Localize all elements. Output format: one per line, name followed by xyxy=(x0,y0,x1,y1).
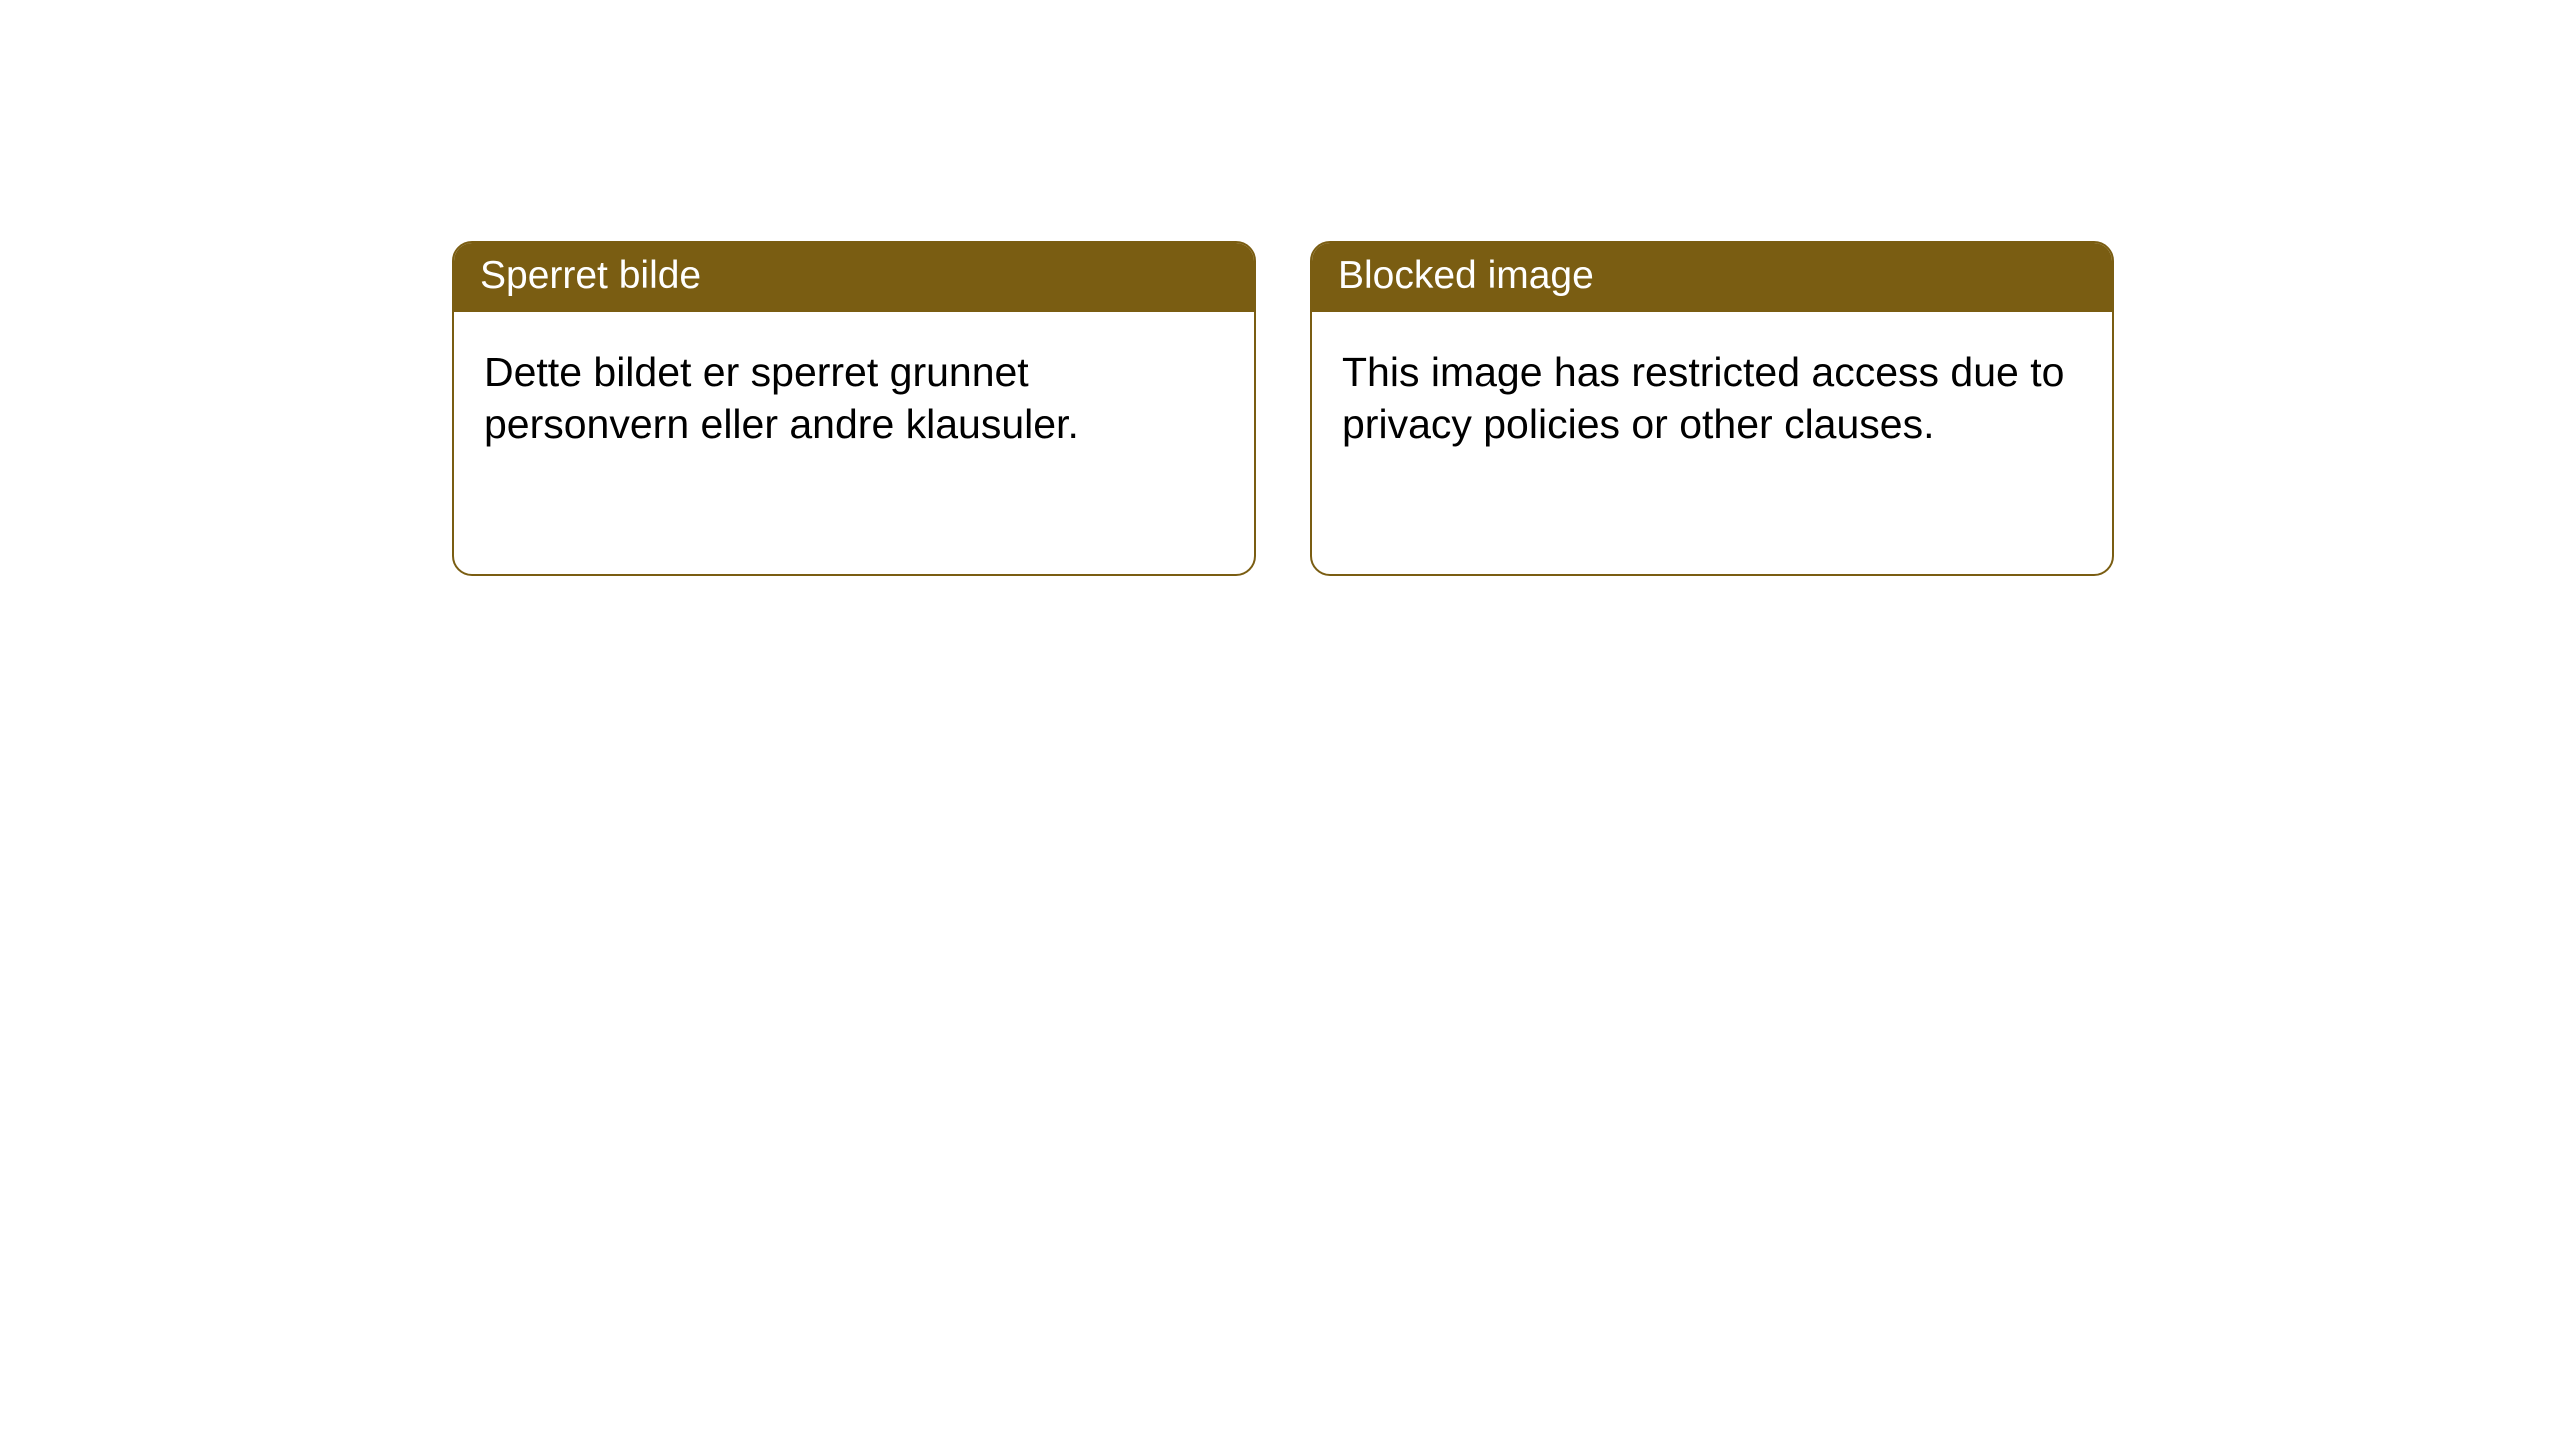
notice-box-norwegian: Sperret bilde Dette bildet er sperret gr… xyxy=(452,241,1256,576)
notice-body-text: Dette bildet er sperret grunnet personve… xyxy=(484,349,1079,447)
notice-body: Dette bildet er sperret grunnet personve… xyxy=(454,312,1254,476)
notice-box-english: Blocked image This image has restricted … xyxy=(1310,241,2114,576)
notice-header: Sperret bilde xyxy=(454,243,1254,312)
notice-title: Sperret bilde xyxy=(480,254,701,297)
notice-title: Blocked image xyxy=(1338,254,1594,297)
notice-header: Blocked image xyxy=(1312,243,2112,312)
notice-container: Sperret bilde Dette bildet er sperret gr… xyxy=(0,0,2560,576)
notice-body-text: This image has restricted access due to … xyxy=(1342,349,2064,447)
notice-body: This image has restricted access due to … xyxy=(1312,312,2112,476)
